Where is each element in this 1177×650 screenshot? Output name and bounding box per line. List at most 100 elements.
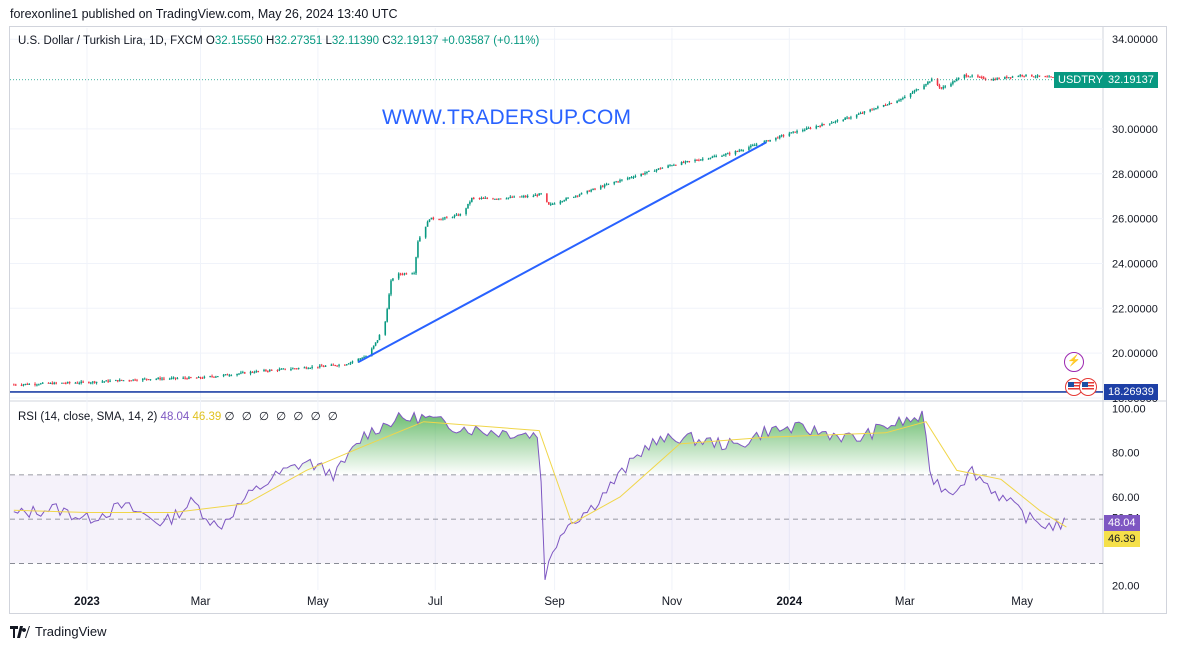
candle-body — [88, 381, 90, 384]
candle-body — [782, 135, 785, 137]
candle-body — [122, 380, 125, 382]
symbol-legend[interactable]: U.S. Dollar / Turkish Lira, 1D, FXCM O32… — [18, 35, 540, 47]
candle-body — [694, 159, 696, 162]
time-tick-label: Nov — [662, 596, 683, 608]
candle-body — [197, 377, 200, 379]
candle-body — [215, 376, 217, 378]
rsi-value-tag[interactable]: 48.04 — [1104, 515, 1140, 532]
candle-body — [617, 181, 619, 183]
candle-body — [80, 381, 82, 383]
candle-body — [334, 364, 337, 366]
candle-body — [428, 219, 431, 222]
candle-body — [1025, 74, 1027, 76]
candle-body — [49, 382, 52, 384]
candle-body — [253, 372, 256, 374]
candle-body — [794, 131, 796, 133]
candle-body — [136, 380, 138, 382]
candle-body — [278, 369, 281, 371]
candle-body — [184, 377, 186, 379]
tr-flag-icon[interactable] — [1079, 378, 1097, 396]
candle-body — [576, 195, 579, 197]
symbol-tag[interactable]: USDTRY — [1054, 71, 1108, 88]
candle-body — [230, 375, 233, 377]
time-tick-label: Sep — [544, 596, 564, 608]
candle-body — [707, 158, 710, 160]
candle-body — [451, 217, 454, 219]
candle-body — [190, 377, 192, 379]
candle-body — [338, 364, 340, 366]
candle-body — [967, 76, 970, 78]
candle-body — [925, 84, 927, 86]
candle-body — [594, 188, 596, 190]
time-tick-label: 2023 — [74, 596, 100, 608]
time-tick-label: May — [1011, 596, 1033, 608]
rsi-legend[interactable]: RSI (14, close, SMA, 14, 2) 48.04 46.39 … — [18, 409, 340, 423]
candle-body — [877, 106, 879, 108]
candle-body — [548, 202, 550, 205]
candle-body — [790, 132, 793, 134]
candle-body — [147, 379, 150, 381]
candle-body — [28, 383, 31, 385]
rsi-legend-nulls: ∅ ∅ ∅ ∅ ∅ ∅ ∅ — [224, 411, 340, 423]
lightning-icon[interactable]: ⚡ — [1064, 352, 1084, 372]
rsi-sma-tag[interactable]: 46.39 — [1104, 531, 1140, 548]
candle-body — [411, 273, 413, 275]
time-tick-label: May — [307, 596, 329, 608]
candle-body — [890, 103, 893, 105]
candle-body — [886, 104, 889, 106]
trend-line — [357, 141, 767, 364]
candle-body — [209, 376, 211, 378]
candle-body — [494, 198, 496, 200]
candle-body — [499, 198, 502, 200]
candle-body — [141, 378, 144, 381]
candle-body — [534, 194, 537, 196]
candle-body — [480, 197, 483, 199]
candle-body — [621, 179, 623, 181]
candle-body — [317, 366, 319, 368]
candle-body — [696, 159, 698, 161]
candle-body — [511, 196, 514, 198]
last-price-tag[interactable]: 32.19137 — [1104, 71, 1158, 88]
candle-body — [588, 190, 591, 192]
candle-body — [203, 376, 206, 379]
candle-body — [807, 127, 810, 129]
candle-body — [684, 161, 687, 163]
candle-body — [648, 170, 650, 172]
rsi-legend-sma: 46.39 — [192, 411, 222, 423]
candle-body — [1004, 76, 1006, 79]
candle-body — [940, 87, 943, 89]
candle-body — [344, 364, 346, 366]
candle-body — [657, 168, 660, 170]
candle-body — [686, 161, 689, 163]
candle-body — [78, 382, 81, 384]
candle-body — [309, 367, 311, 369]
candle-body — [950, 83, 952, 87]
candle-body — [682, 162, 685, 164]
candle-body — [426, 221, 429, 227]
rsi-legend-label: RSI (14, close, SMA, 14, 2) — [18, 411, 158, 423]
candle-body — [526, 195, 529, 197]
candle-body — [653, 170, 656, 172]
candle-body — [667, 165, 669, 168]
level-price-tag[interactable]: 18.26939 — [1104, 383, 1158, 400]
candle-body — [767, 140, 769, 142]
candle-body — [388, 294, 390, 310]
candle-body — [929, 81, 931, 83]
candle-body — [378, 334, 381, 341]
candle-body — [842, 119, 845, 121]
candle-body — [472, 197, 475, 199]
candle-body — [34, 383, 36, 385]
rsi-series — [13, 410, 1067, 580]
candle-body — [832, 122, 835, 124]
candle-body — [828, 123, 831, 125]
candle-body — [573, 196, 575, 198]
candle-body — [303, 367, 306, 369]
time-tick-label: Jul — [428, 596, 443, 608]
candle-body — [753, 145, 756, 147]
candle-body — [101, 381, 104, 383]
candle-body — [861, 113, 864, 115]
candle-body — [680, 162, 683, 165]
rsi-tick-label: 100.00 — [1112, 403, 1146, 415]
candle-body — [605, 184, 608, 186]
